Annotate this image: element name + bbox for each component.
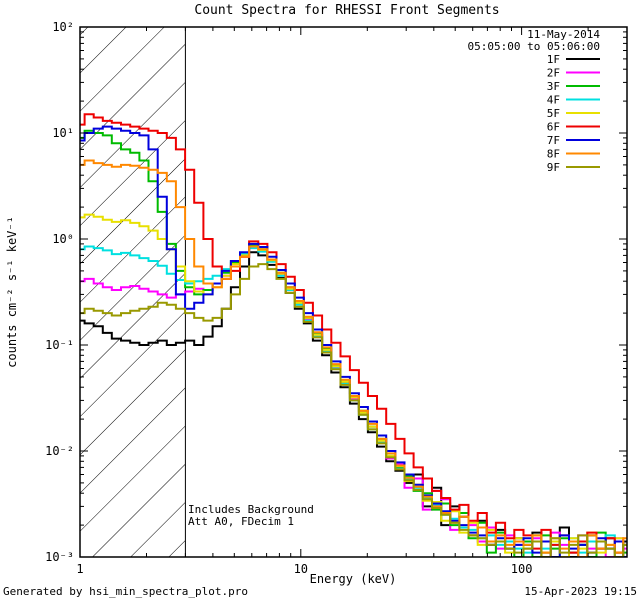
legend-label-6F: 6F (547, 121, 560, 134)
note-attenuator-fdecim: Att A0, FDecim 1 (188, 515, 294, 528)
series-line-9F (80, 263, 627, 557)
footer-generator: Generated by hsi_min_spectra_plot.pro (3, 585, 248, 598)
series-line-2F (80, 245, 627, 557)
legend-label-3F: 3F (547, 80, 560, 93)
obs-date: 11-May-2014 (527, 28, 600, 41)
legend-label-8F: 8F (547, 148, 560, 161)
y-tick-label: 10¹ (52, 126, 74, 140)
note-includes-background: Includes Background (188, 503, 314, 516)
series-group (80, 113, 627, 557)
series-line-8F (80, 159, 627, 557)
y-tick-label: 10² (52, 20, 74, 34)
legend-label-7F: 7F (547, 134, 560, 147)
generated-chart-content: 1 10 100 10² 10¹ 10⁰ 10⁻¹ 10⁻² 10⁻³ 1F2F3F4F5F6F7… (45, 20, 628, 576)
legend-label-2F: 2F (547, 67, 560, 80)
x-axis-label: Energy (keV) (310, 572, 397, 586)
y-tick-label: 10⁻³ (45, 550, 74, 564)
legend-label-9F: 9F (547, 161, 560, 174)
series-line-6F (80, 113, 627, 554)
x-tick-label: 100 (511, 562, 533, 576)
attenuator-hatch-region (80, 27, 186, 557)
x-tick-label: 10 (294, 562, 308, 576)
legend-label-4F: 4F (547, 94, 560, 107)
legend-label-5F: 5F (547, 107, 560, 120)
x-tick-label: 1 (76, 562, 83, 576)
y-tick-label: 10⁻² (45, 444, 74, 458)
series-line-7F (80, 125, 627, 557)
plot-border (79, 26, 628, 558)
chart-title: Count Spectra for RHESSI Front Segments (194, 3, 499, 18)
footer-datetime: 15-Apr-2023 19:15 (524, 585, 637, 598)
y-tick-label: 10⁻¹ (45, 338, 74, 352)
legend-label-1F: 1F (547, 53, 560, 66)
series-line-1F (80, 251, 627, 557)
y-axis-label: counts cm⁻² s⁻¹ keV⁻¹ (5, 216, 19, 368)
y-tick-label: 10⁰ (52, 232, 74, 246)
obs-time-range: 05:05:00 to 05:06:00 (468, 40, 600, 53)
